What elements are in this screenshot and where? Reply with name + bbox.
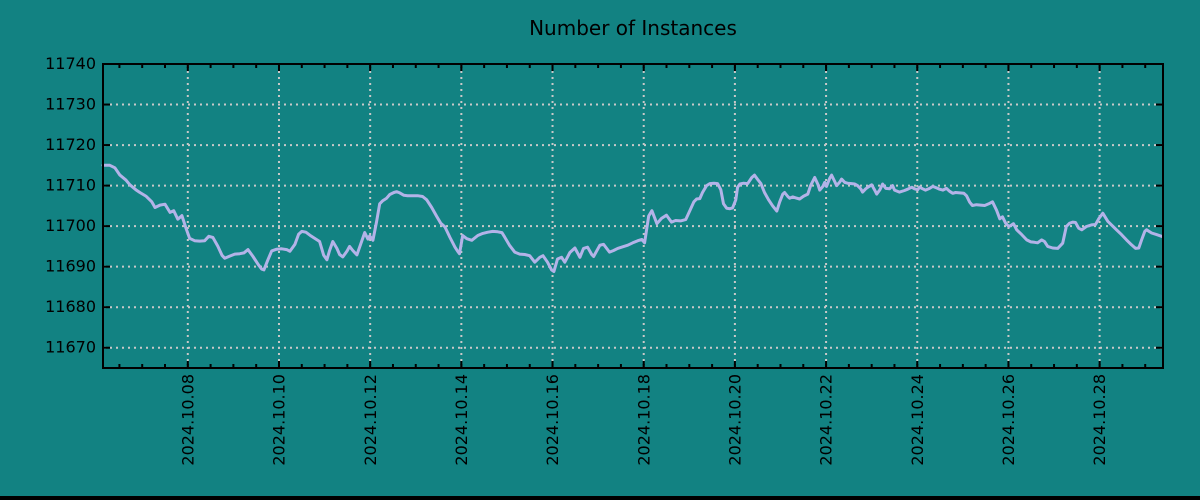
- y-tick-label: 11700: [45, 216, 96, 235]
- x-tick-label: 2024.10.08: [178, 374, 197, 466]
- y-tick-label: 11730: [45, 95, 96, 114]
- x-tick-label: 2024.10.26: [999, 374, 1018, 466]
- y-tick-label: 11690: [45, 257, 96, 276]
- x-tick-label: 2024.10.28: [1090, 374, 1109, 466]
- x-tick-label: 2024.10.10: [270, 374, 289, 466]
- bottom-edge-bar: [0, 496, 1200, 500]
- x-tick-label: 2024.10.14: [452, 374, 471, 466]
- x-tick-label: 2024.10.12: [361, 374, 380, 466]
- axis-labels: 11670 11680 11690 11700 11710 11720 11730 11740…: [45, 54, 1109, 466]
- y-tick-label: 11720: [45, 135, 96, 154]
- plot-border: [102, 63, 1164, 369]
- chart-title: Number of Instances: [529, 16, 737, 40]
- x-tick-label: 2024.10.20: [725, 374, 744, 466]
- y-tick-label: 11670: [45, 338, 96, 357]
- x-tick-label: 2024.10.24: [908, 374, 927, 466]
- y-tick-label: 11680: [45, 297, 96, 316]
- y-tick-label: 11740: [45, 54, 96, 73]
- x-tick-label: 2024.10.16: [543, 374, 562, 466]
- y-tick-label: 11710: [45, 176, 96, 195]
- x-tick-label: 2024.10.18: [634, 374, 653, 466]
- grid-lines: [104, 65, 1162, 367]
- axis-ticks: [103, 63, 1163, 368]
- data-line: [101, 163, 1164, 273]
- x-tick-label: 2024.10.22: [817, 374, 836, 466]
